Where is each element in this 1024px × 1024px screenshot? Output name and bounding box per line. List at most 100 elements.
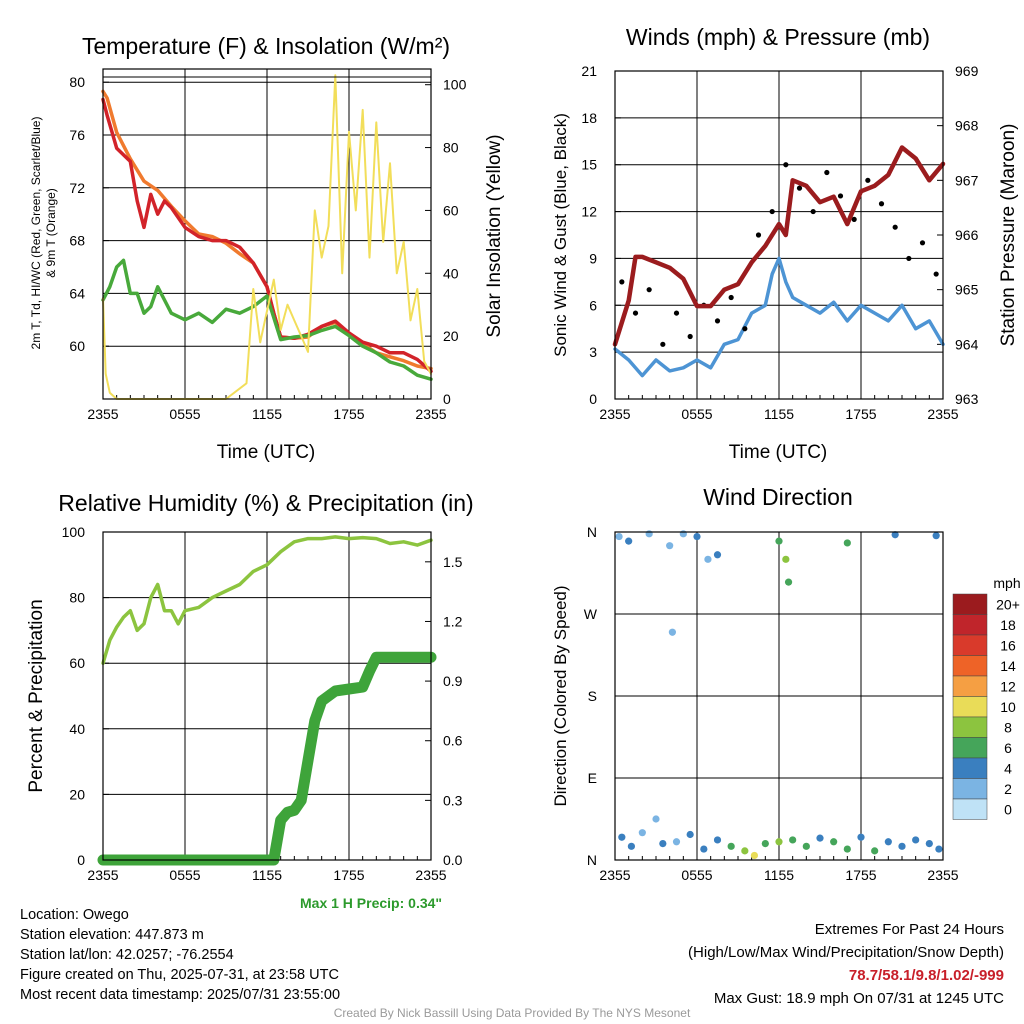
rh-ytick-right-label: 0.3 [443, 792, 463, 808]
direction-point [652, 815, 660, 823]
extremes-title: Extremes For Past 24 Hours [814, 921, 1004, 938]
direction-point [784, 578, 793, 586]
direction-point [816, 834, 824, 842]
temp-chart-area: 2355 0555 1155 1755 2355 60 64 68 72 76 80 0 20 40 60 8… [69, 68, 467, 422]
legend-label: 10 [1000, 699, 1016, 715]
legend-label: 14 [1000, 658, 1016, 674]
insolation-line [102, 74, 432, 400]
gust-point [783, 162, 789, 168]
direction-point [775, 537, 783, 545]
dir-panel: Wind Direction 2355 0555 1155 1755 2355NESWN… [551, 484, 1021, 883]
rh-ytick-label: 20 [69, 786, 85, 802]
temp-xlabel: Time (UTC) [217, 442, 316, 463]
temp-ytick-label: 60 [69, 338, 85, 354]
direction-point [782, 555, 790, 563]
wind-xtick-label: 2355 [927, 406, 958, 422]
direction-point [935, 845, 943, 853]
direction-point [666, 542, 674, 550]
gust-point [796, 185, 803, 191]
gust-point [632, 310, 639, 316]
direction-point [668, 628, 677, 636]
legend-swatch [952, 696, 988, 718]
max-precip-label: Max 1 H Precip: 0.34" [300, 895, 443, 911]
wind-ytick-label: 12 [581, 204, 597, 220]
dir-xtick-label: 0555 [681, 867, 712, 883]
direction-point [618, 833, 626, 841]
gust-point [837, 193, 844, 199]
rh-title: Relative Humidity (%) & Precipitation (i… [58, 490, 473, 516]
legend-swatch [952, 655, 988, 677]
direction-point [857, 833, 865, 841]
rh-xtick-label: 0555 [169, 867, 200, 883]
temp-xtick-label: 0555 [169, 406, 200, 422]
direction-point [802, 842, 810, 850]
legend-label: 8 [1004, 719, 1012, 735]
legend-label: 12 [1000, 678, 1016, 694]
direction-point [830, 838, 838, 846]
wind-ytick-label: 0 [589, 391, 597, 407]
direction-point [693, 532, 701, 541]
temp-frame [102, 68, 432, 400]
rh-ytick-right-label: 1.2 [443, 613, 463, 629]
wind-ytick-right-label: 966 [955, 227, 979, 243]
direction-point [843, 845, 851, 853]
temp-ylabel-left-2: & 9m T (Orange) [44, 188, 58, 278]
direction-point [645, 530, 653, 538]
legend-label: 18 [1000, 617, 1016, 633]
direction-point [912, 836, 920, 844]
dewpoint-line [101, 258, 433, 381]
direction-point [925, 840, 933, 848]
wind-ytick-label: 18 [581, 110, 597, 126]
direction-point [871, 847, 879, 855]
dir-ytick-label: N [587, 852, 597, 868]
direction-point [741, 847, 749, 855]
wind-panel: Winds (mph) & Pressure (mb) 2355 0555 1155… [551, 24, 1019, 463]
wind-ytick-label: 9 [589, 250, 597, 266]
precip-line [97, 651, 437, 866]
rh-ytick-right-label: 0.9 [443, 673, 463, 689]
gust-point [878, 201, 885, 207]
temp-ytick-right-label: 60 [443, 202, 459, 218]
gust-point [755, 232, 762, 238]
wind-ytick-right-label: 963 [955, 391, 979, 407]
rh-ytick-right-label: 1.5 [443, 554, 463, 570]
wind-ytick-label: 21 [581, 63, 597, 79]
wind-xtick-label: 0555 [681, 406, 712, 422]
legend-swatch [952, 675, 988, 697]
direction-point [700, 845, 708, 853]
wind-ytick-right-label: 965 [955, 282, 979, 298]
direction-point [659, 840, 667, 848]
wind-xtick-label: 2355 [599, 406, 630, 422]
gust-point [728, 294, 734, 301]
gust-point [660, 341, 666, 347]
dir-ylabel-left: Direction (Colored By Speed) [551, 585, 570, 806]
gust-point [742, 326, 748, 332]
legend-swatch [952, 737, 988, 759]
dir-title: Wind Direction [703, 484, 853, 510]
legend-label: 6 [1004, 740, 1012, 756]
temp-title: Temperature (F) & Insolation (W/m²) [82, 33, 450, 59]
wind-frame [614, 70, 944, 400]
gust-point [687, 333, 693, 340]
gust-point [714, 318, 721, 324]
temp-ytick-right-label: 20 [443, 328, 459, 344]
gust-point [769, 208, 775, 215]
latlon-text: Station lat/lon: 42.0257; -76.2554 [20, 947, 234, 963]
gust-point [933, 271, 939, 277]
recent-text: Most recent data timestamp: 2025/07/31 2… [20, 987, 341, 1003]
rh-xtick-label: 1155 [252, 867, 282, 883]
rh-ytick-label: 0 [77, 852, 85, 868]
legend-label: 20+ [996, 596, 1020, 612]
station-info: Location: Owego Station elevation: 447.8… [20, 905, 340, 1005]
direction-point [679, 530, 687, 538]
wind-ytick-label: 15 [581, 157, 597, 173]
temp-ytick-label: 80 [69, 74, 85, 90]
gust-point [851, 216, 857, 222]
gust-point [892, 224, 898, 230]
gust-point [810, 208, 816, 215]
wind-ylabel-right: Station Pressure (Maroon) [998, 124, 1019, 347]
rh-ytick-label: 40 [69, 721, 85, 737]
dir-frame [614, 531, 944, 861]
legend-label: 0 [1004, 801, 1012, 817]
